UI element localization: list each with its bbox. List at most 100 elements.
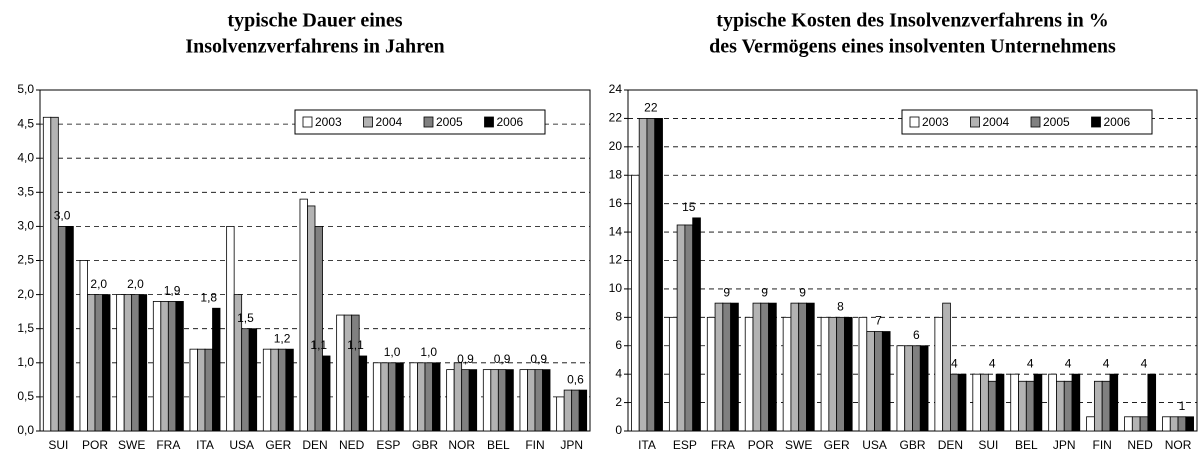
chart-title: typische Kosten des Insolvenzverfahrens …: [716, 10, 1108, 32]
x-tick-label: GBR: [412, 438, 438, 452]
bar: [828, 316, 838, 432]
bar: [806, 302, 815, 432]
bar: [638, 118, 648, 432]
y-tick-label: 5,0: [17, 82, 34, 96]
x-tick-label: BEL: [487, 438, 510, 452]
bar: [42, 116, 52, 432]
bar: [468, 369, 478, 432]
x-tick-label: SWE: [118, 438, 145, 452]
legend-label: 2004: [376, 115, 403, 129]
x-tick-label: ESP: [376, 438, 400, 452]
bar: [1169, 416, 1179, 432]
bar: [490, 369, 499, 432]
data-label: 4: [1027, 356, 1034, 370]
bar: [138, 294, 148, 432]
bar: [351, 314, 360, 432]
x-tick-label: GER: [824, 438, 850, 452]
bar: [87, 294, 96, 432]
data-label: 7: [875, 314, 882, 328]
legend-swatch: [1091, 116, 1101, 128]
bar: [527, 369, 536, 432]
y-tick-label: 4,0: [17, 150, 34, 164]
bar: [175, 301, 184, 432]
bar: [820, 316, 830, 432]
bar: [578, 389, 588, 432]
bar: [519, 369, 528, 432]
bar: [285, 348, 294, 432]
bar: [950, 373, 959, 432]
data-label: 4: [951, 356, 958, 370]
legend-swatch: [484, 116, 494, 128]
bar: [453, 362, 463, 432]
bar: [904, 345, 913, 432]
bar: [277, 348, 287, 432]
x-tick-label: DEN: [302, 438, 327, 452]
data-label: 15: [682, 200, 696, 214]
x-tick-label: BEL: [1015, 438, 1038, 452]
bar: [167, 301, 177, 432]
bar: [1025, 380, 1035, 432]
data-label: 9: [723, 285, 730, 299]
data-label: 1,0: [420, 345, 437, 359]
chart-title: Insolvenzverfahrens in Jahren: [185, 36, 444, 58]
y-tick-label: 0,0: [17, 423, 34, 437]
data-label: 1,1: [310, 338, 327, 352]
bar: [744, 316, 754, 432]
x-tick-label: SUI: [978, 438, 998, 452]
data-label: 4: [1103, 356, 1110, 370]
bar: [123, 294, 133, 432]
data-label: 4: [989, 356, 996, 370]
x-tick-label: FRA: [711, 438, 735, 452]
bar: [446, 369, 455, 432]
bar: [160, 301, 169, 432]
bar: [844, 316, 853, 432]
x-tick-label: ESP: [673, 438, 697, 452]
y-tick-label: 2,5: [17, 253, 34, 267]
y-tick-label: 14: [609, 224, 623, 238]
y-tick-label: 22: [609, 111, 623, 125]
bar: [676, 224, 686, 432]
bar: [432, 362, 441, 432]
legend-label: 2006: [1104, 115, 1131, 129]
data-label: 0,9: [457, 352, 474, 366]
bar: [1010, 373, 1019, 432]
x-tick-label: USA: [862, 438, 887, 452]
y-tick-label: 2: [615, 395, 622, 409]
bar: [358, 355, 368, 432]
x-tick-label: DEN: [938, 438, 963, 452]
bar: [241, 328, 250, 432]
bar: [204, 348, 213, 432]
bar: [836, 316, 845, 432]
y-tick-label: 1,0: [17, 355, 34, 369]
data-label: 0,9: [494, 352, 511, 366]
bar: [387, 362, 397, 432]
data-label: 1,9: [164, 284, 181, 298]
x-tick-label: ITA: [196, 438, 214, 452]
bar: [299, 198, 308, 432]
bar: [571, 389, 580, 432]
data-label: 3,0: [54, 209, 71, 223]
chart-title: des Vermögens eines insolventen Unterneh…: [709, 36, 1116, 58]
bar: [706, 316, 716, 432]
bar: [1185, 416, 1194, 432]
data-label: 8: [837, 300, 844, 314]
bar: [1018, 380, 1027, 432]
x-tick-label: FIN: [525, 438, 544, 452]
data-label: 0,9: [530, 352, 547, 366]
data-label: 1,5: [237, 311, 254, 325]
bar: [65, 225, 74, 432]
y-tick-label: 8: [615, 310, 622, 324]
bar: [896, 345, 906, 432]
bar: [995, 373, 1005, 432]
y-tick-label: 1,5: [17, 321, 34, 335]
bar: [1139, 416, 1149, 432]
bar: [782, 316, 792, 432]
legend-swatch: [423, 116, 434, 128]
bar: [262, 348, 272, 432]
bar: [1071, 373, 1081, 432]
bar: [497, 369, 507, 432]
bar: [980, 373, 989, 432]
bar: [1093, 380, 1103, 432]
bar: [534, 369, 543, 432]
bar: [912, 345, 921, 432]
